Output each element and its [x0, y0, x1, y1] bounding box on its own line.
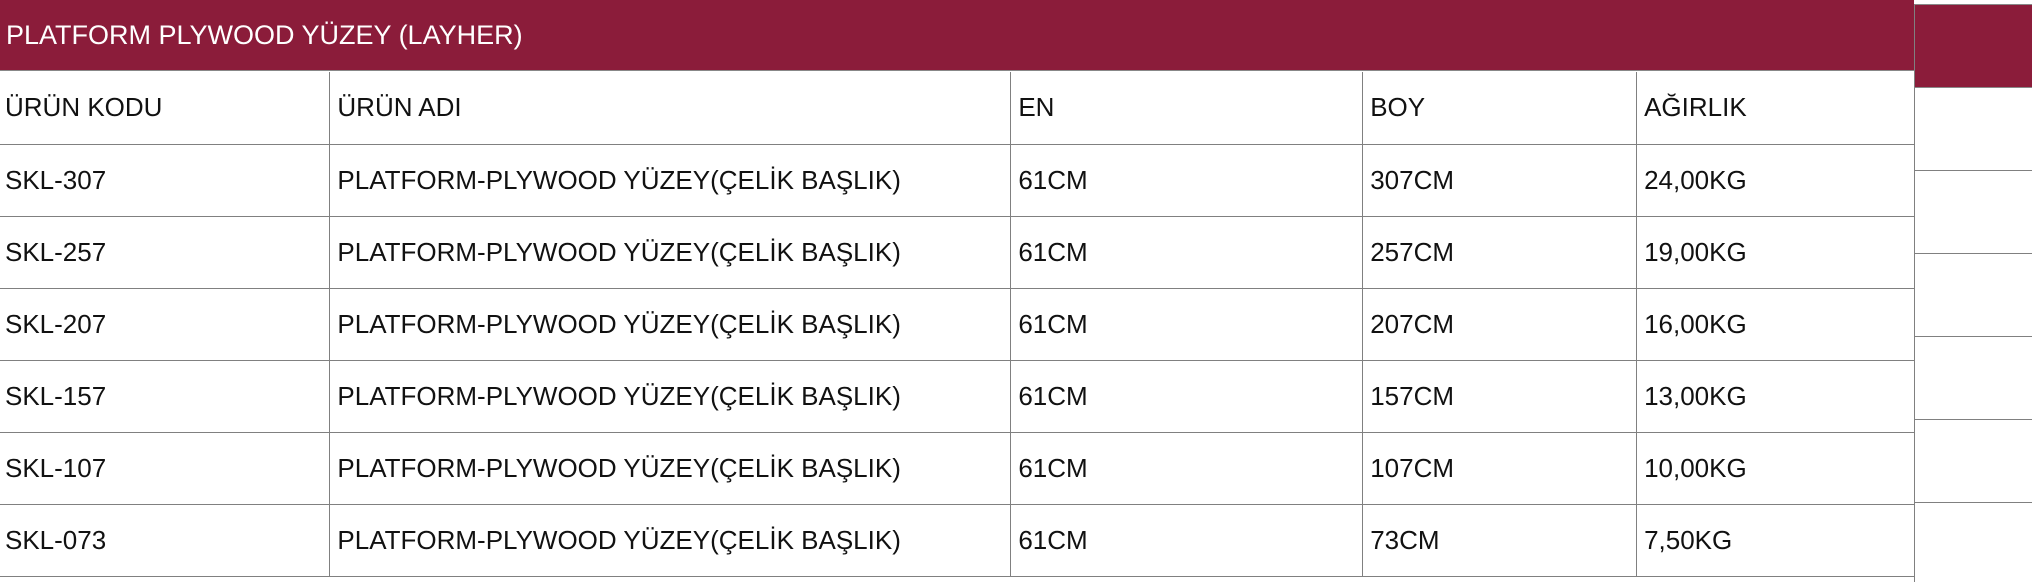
length-cell: 73CM — [1362, 504, 1638, 577]
adjacent-cell — [1914, 503, 2032, 582]
column-header-length: BOY — [1362, 72, 1638, 145]
weight-cell: 13,00KG — [1636, 360, 1915, 433]
length-cell: 307CM — [1362, 144, 1638, 217]
product-code-cell: SKL-307 — [0, 144, 331, 217]
product-name-cell: PLATFORM-PLYWOOD YÜZEY(ÇELİK BAŞLIK) — [329, 144, 1012, 217]
adjacent-cell — [1914, 171, 2032, 254]
table-row: SKL-073 PLATFORM-PLYWOOD YÜZEY(ÇELİK BAŞL… — [0, 504, 1915, 577]
width-cell: 61CM — [1010, 216, 1364, 289]
weight-cell: 10,00KG — [1636, 432, 1915, 505]
table-row: SKL-257 PLATFORM-PLYWOOD YÜZEY(ÇELİK BAŞL… — [0, 216, 1915, 289]
table-row: SKL-207 PLATFORM-PLYWOOD YÜZEY(ÇELİK BAŞL… — [0, 288, 1915, 361]
column-header-name: ÜRÜN ADI — [329, 72, 1012, 145]
weight-cell: 24,00KG — [1636, 144, 1915, 217]
width-cell: 61CM — [1010, 504, 1364, 577]
adjacent-cell — [1914, 420, 2032, 503]
product-code-cell: SKL-157 — [0, 360, 331, 433]
adjacent-cell — [1914, 337, 2032, 420]
width-cell: 61CM — [1010, 360, 1364, 433]
table-row: SKL-107 PLATFORM-PLYWOOD YÜZEY(ÇELİK BAŞL… — [0, 432, 1915, 505]
product-name-cell: PLATFORM-PLYWOOD YÜZEY(ÇELİK BAŞLIK) — [329, 288, 1012, 361]
product-name-cell: PLATFORM-PLYWOOD YÜZEY(ÇELİK BAŞLIK) — [329, 216, 1012, 289]
width-cell: 61CM — [1010, 144, 1364, 217]
product-name-cell: PLATFORM-PLYWOOD YÜZEY(ÇELİK BAŞLIK) — [329, 504, 1012, 577]
column-header-width: EN — [1010, 72, 1364, 145]
adjacent-cell — [1914, 88, 2032, 171]
product-code-cell: SKL-207 — [0, 288, 331, 361]
length-cell: 157CM — [1362, 360, 1638, 433]
width-cell: 61CM — [1010, 432, 1364, 505]
adjacent-header-cell — [1914, 4, 2032, 88]
length-cell: 257CM — [1362, 216, 1638, 289]
table-title: PLATFORM PLYWOOD YÜZEY (LAYHER) — [0, 0, 1914, 71]
product-name-cell: PLATFORM-PLYWOOD YÜZEY(ÇELİK BAŞLIK) — [329, 360, 1012, 433]
width-cell: 61CM — [1010, 288, 1364, 361]
length-cell: 207CM — [1362, 288, 1638, 361]
product-code-cell: SKL-257 — [0, 216, 331, 289]
weight-cell: 7,50KG — [1636, 504, 1915, 577]
header-row: ÜRÜN KODU ÜRÜN ADI EN BOY AĞIRLIK — [0, 72, 1915, 145]
weight-cell: 16,00KG — [1636, 288, 1915, 361]
weight-cell: 19,00KG — [1636, 216, 1915, 289]
table-row: SKL-307 PLATFORM-PLYWOOD YÜZEY(ÇELİK BAŞL… — [0, 144, 1915, 217]
adjacent-cell — [1914, 254, 2032, 337]
product-name-cell: PLATFORM-PLYWOOD YÜZEY(ÇELİK BAŞLIK) — [329, 432, 1012, 505]
column-header-code: ÜRÜN KODU — [0, 72, 331, 145]
adjacent-table-column — [1914, 4, 2032, 582]
product-code-cell: SKL-107 — [0, 432, 331, 505]
product-code-cell: SKL-073 — [0, 504, 331, 577]
length-cell: 107CM — [1362, 432, 1638, 505]
column-header-weight: AĞIRLIK — [1636, 72, 1915, 145]
product-table: ÜRÜN KODU ÜRÜN ADI EN BOY AĞIRLIK SKL-30… — [0, 72, 1915, 577]
table-row: SKL-157 PLATFORM-PLYWOOD YÜZEY(ÇELİK BAŞL… — [0, 360, 1915, 433]
